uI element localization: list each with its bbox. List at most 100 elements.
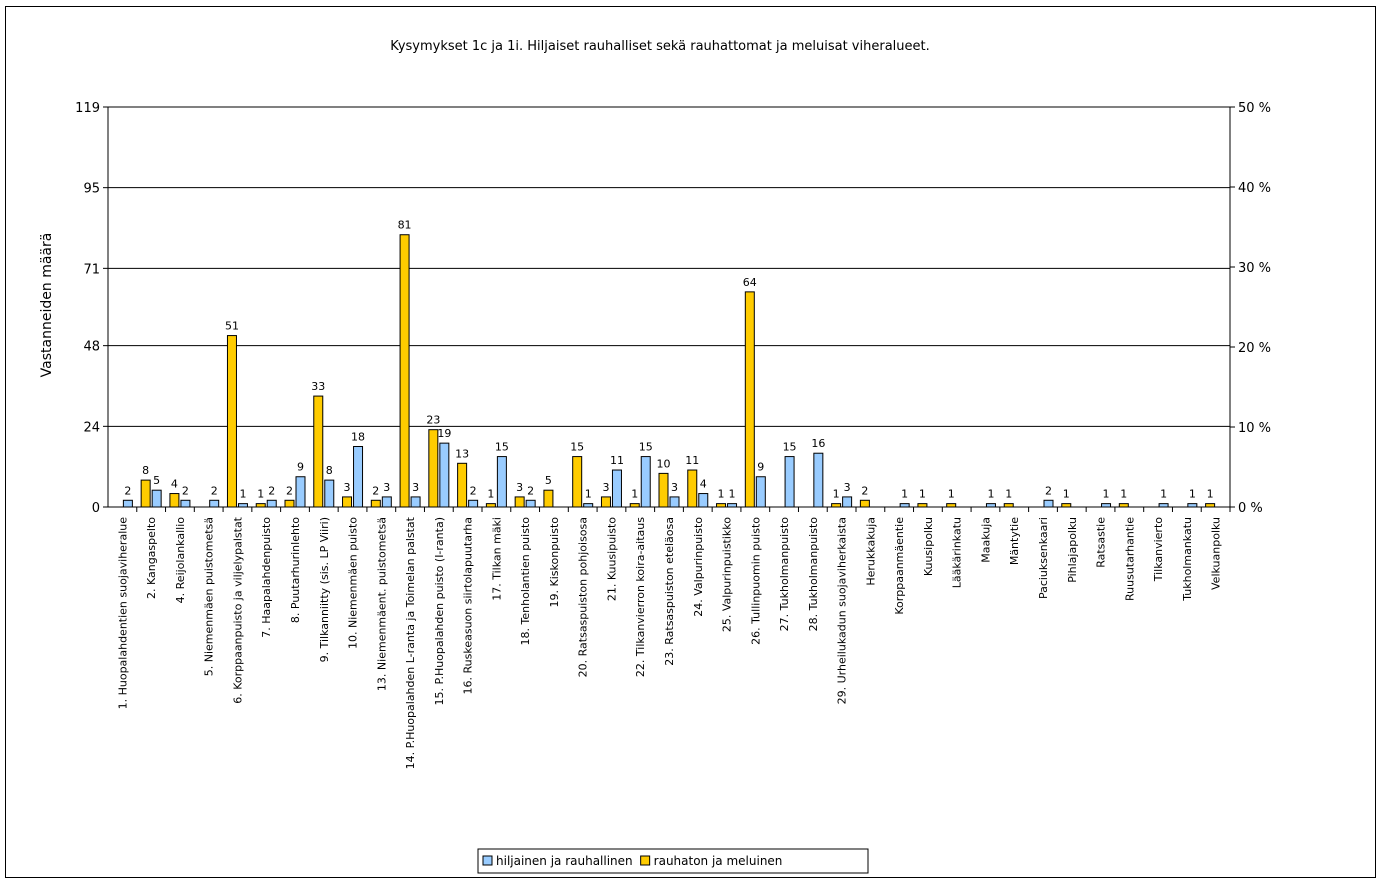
legend-swatch xyxy=(640,855,651,866)
data-label: 9 xyxy=(297,461,304,474)
bar-quiet xyxy=(353,445,364,508)
data-label: 3 xyxy=(602,481,609,494)
category-label: Lääkärinkatu xyxy=(951,517,964,588)
bar-quiet xyxy=(122,499,133,508)
bar-noisy xyxy=(313,395,324,508)
category-label: Herukkakuja xyxy=(864,517,877,586)
bar-quiet xyxy=(1101,503,1112,508)
category-label: 4. Reijolankallio xyxy=(174,517,187,604)
bar-noisy xyxy=(514,496,525,508)
y-tick-label: 24 xyxy=(83,420,100,435)
bar-quiet xyxy=(1043,499,1054,508)
y2-tick-label: 40 % xyxy=(1238,181,1271,196)
category-label: Maakuja xyxy=(979,517,992,563)
bar-noisy xyxy=(140,479,151,508)
bar-quiet xyxy=(180,499,191,508)
category-label: Velkuanpolku xyxy=(1210,517,1223,590)
category-label: Pihlajapolku xyxy=(1066,517,1079,583)
bar-noisy xyxy=(572,456,583,508)
category-label: 23. Ratsaspuiston eteläosa xyxy=(663,517,676,666)
bar-quiet xyxy=(496,456,507,508)
data-label: 2 xyxy=(527,484,534,497)
bar-quiet xyxy=(899,503,910,508)
category-label: 21. Kuusipuisto xyxy=(605,517,618,601)
bar-noisy xyxy=(169,493,180,508)
bar-quiet xyxy=(784,456,795,508)
data-label: 1 xyxy=(239,488,246,501)
bar-quiet xyxy=(439,442,450,508)
bar-quiet xyxy=(698,493,709,508)
bar-quiet xyxy=(985,503,996,508)
bar-noisy xyxy=(428,429,439,508)
bar-noisy xyxy=(1118,503,1129,508)
data-label: 2 xyxy=(268,484,275,497)
data-label: 1 xyxy=(919,488,926,501)
data-label: 15 xyxy=(495,441,509,454)
data-label: 1 xyxy=(1005,488,1012,501)
data-label: 51 xyxy=(225,320,239,333)
data-label: 2 xyxy=(286,484,293,497)
data-label: 13 xyxy=(455,447,469,460)
bar-quiet xyxy=(813,452,824,508)
bar-noisy xyxy=(1205,503,1216,508)
category-label: 20. Ratsaspuiston pohjoisosa xyxy=(577,517,590,677)
bar-quiet xyxy=(151,489,162,508)
bar-quiet xyxy=(640,456,651,508)
category-label: 15. P.Huopalahden puisto (I-ranta) xyxy=(433,517,446,705)
data-label: 3 xyxy=(671,481,678,494)
data-label: 1 xyxy=(901,488,908,501)
category-label: 13. Niemenmäent. puistometsä xyxy=(375,517,388,691)
bar-quiet xyxy=(583,503,594,508)
bar-noisy xyxy=(946,503,957,508)
data-label: 5 xyxy=(153,474,160,487)
chart-frame xyxy=(5,6,1376,878)
data-label: 3 xyxy=(516,481,523,494)
y-tick-label: 71 xyxy=(83,262,100,277)
category-label: Tilkanvierto xyxy=(1152,517,1165,583)
category-label: Kuusipolku xyxy=(922,517,935,576)
data-label: 16 xyxy=(811,437,825,450)
data-label: 2 xyxy=(211,484,218,497)
category-label: 28. Tukholmanpuisto xyxy=(807,517,820,632)
bar-noisy xyxy=(629,503,640,508)
bar-quiet xyxy=(410,496,421,508)
category-label: 19. Kiskonpuisto xyxy=(548,517,561,608)
bar-quiet xyxy=(295,476,306,508)
category-label: 6. Korppaanpuisto ja viljelypalstat xyxy=(231,516,244,703)
category-label: Korppaanmäentie xyxy=(893,517,906,615)
category-label: 5. Niemenmäen puistometsä xyxy=(203,517,216,676)
data-label: 1 xyxy=(257,488,264,501)
bar-quiet xyxy=(209,499,220,508)
legend-label: hiljainen ja rauhallinen xyxy=(496,854,633,868)
bar-noisy xyxy=(658,472,669,508)
data-label: 81 xyxy=(398,219,412,232)
y-tick-label: 119 xyxy=(75,101,100,116)
bar-noisy xyxy=(226,335,237,508)
bar-noisy xyxy=(831,503,842,508)
bar-noisy xyxy=(255,503,266,508)
data-label: 15 xyxy=(783,441,797,454)
category-label: Mäntytie xyxy=(1008,517,1021,565)
data-label: 1 xyxy=(1189,488,1196,501)
data-label: 1 xyxy=(1103,488,1110,501)
data-label: 15 xyxy=(639,441,653,454)
y2-tick-label: 0 % xyxy=(1238,501,1263,516)
data-label: 4 xyxy=(700,478,707,491)
y-tick-label: 48 xyxy=(83,340,100,355)
category-label: Ratsastie xyxy=(1095,517,1108,568)
bar-noisy xyxy=(716,503,727,508)
bar-noisy xyxy=(687,469,698,508)
grid xyxy=(108,106,1230,427)
y2-tick-label: 20 % xyxy=(1238,341,1271,356)
data-label: 2 xyxy=(182,484,189,497)
bar-noisy xyxy=(600,496,611,508)
data-label: 2 xyxy=(1045,484,1052,497)
data-label: 1 xyxy=(1207,488,1214,501)
category-label: 7. Haapalahdenpuisto xyxy=(260,517,273,638)
bar-noisy xyxy=(744,291,755,508)
legend-label: rauhaton ja meluinen xyxy=(654,854,783,868)
y-tick-label: 95 xyxy=(83,182,100,197)
data-label: 5 xyxy=(545,474,552,487)
category-label: 24. Valpurinpuisto xyxy=(692,517,705,617)
